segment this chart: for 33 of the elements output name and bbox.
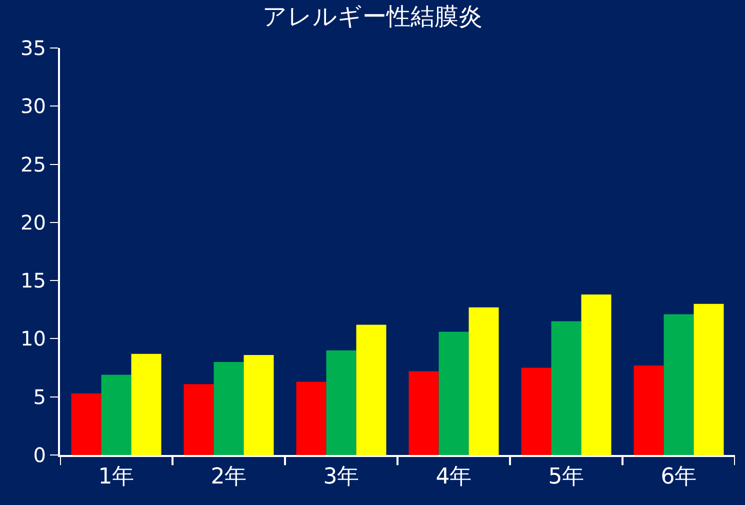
bar	[551, 321, 582, 455]
y-tick-label: 35	[20, 36, 46, 60]
y-tick-label: 20	[20, 210, 46, 234]
bar	[71, 393, 102, 455]
bar	[521, 368, 552, 455]
bar	[664, 314, 694, 455]
x-tick-label: 1年	[98, 464, 134, 490]
x-tick-label: 4年	[436, 464, 472, 490]
bar	[408, 371, 439, 455]
bar	[214, 362, 244, 455]
x-tick-label: 5年	[548, 464, 584, 490]
y-tick-label: 10	[20, 326, 46, 351]
bar	[244, 354, 274, 455]
bar	[581, 294, 612, 455]
bar	[634, 365, 664, 455]
bar	[326, 350, 356, 455]
x-tick-label: 2年	[210, 464, 247, 490]
x-tick-label: 3年	[323, 464, 360, 490]
y-tick-label: 15	[20, 268, 46, 293]
y-tick-label: 25	[20, 152, 46, 176]
bar	[184, 384, 214, 455]
bar	[356, 324, 386, 455]
bar	[468, 307, 499, 455]
y-tick-label: 5	[33, 384, 46, 409]
y-tick-label: 0	[33, 443, 46, 467]
bar	[131, 354, 162, 455]
y-tick-label: 30	[20, 94, 46, 118]
bar	[101, 374, 132, 455]
x-tick-label: 6年	[660, 464, 697, 490]
bar	[296, 382, 326, 455]
bar	[438, 332, 469, 455]
bar	[694, 304, 724, 455]
chart-title: アレルギー性結膜炎	[262, 2, 482, 30]
